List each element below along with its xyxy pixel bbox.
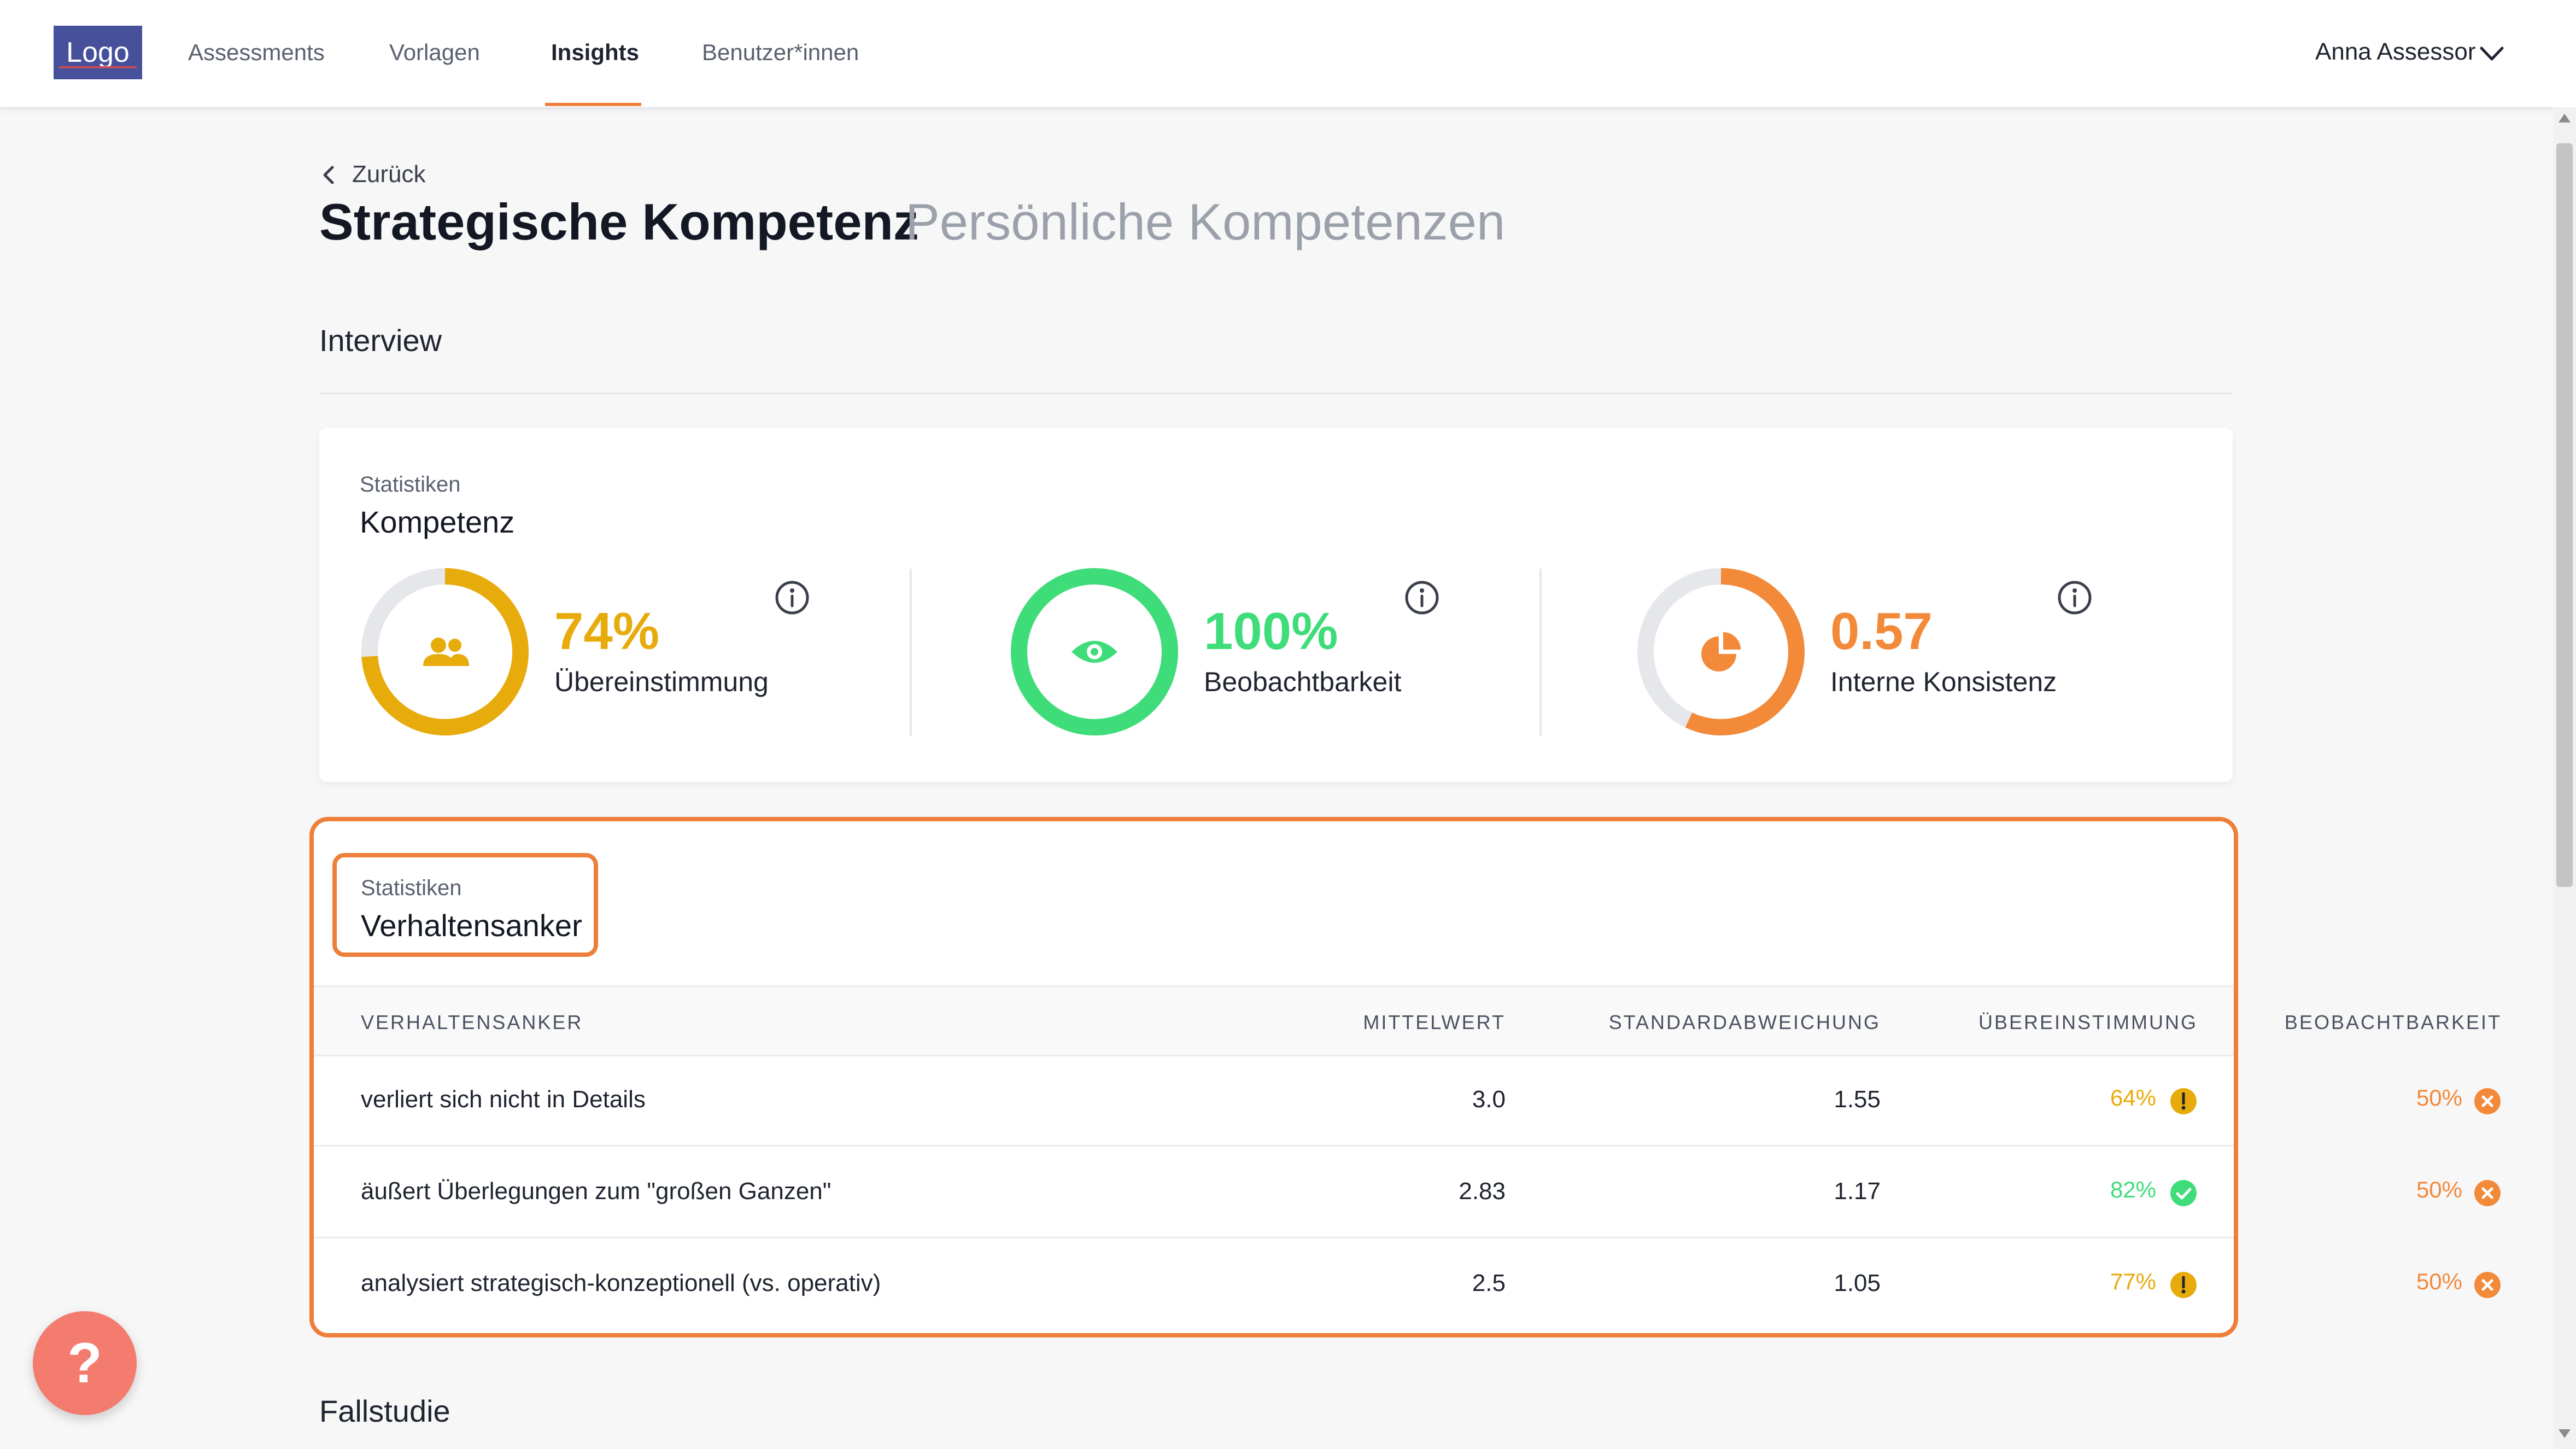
column-header-mean[interactable]: MITTELWERT [1363,1011,1506,1033]
table-row[interactable]: analysiert strategisch-konzeptionell (vs… [314,1237,2501,1329]
column-header-anchor[interactable]: VERHALTENSANKER [361,1011,583,1033]
sd-value: 1.17 [1834,1178,1881,1205]
scroll-down-arrow-icon[interactable] [2557,1428,2572,1439]
stat-divider [1539,569,1542,736]
table-row[interactable]: verliert sich nicht in Details 3.0 1.55 … [314,1053,2501,1147]
users-icon [423,638,469,666]
eye-icon [1072,641,1117,663]
card-title: Kompetenz [360,505,515,539]
observability-value: 50% [2416,1085,2462,1111]
stat-divider [910,569,912,736]
card-kicker: Statistiken [361,876,462,900]
scrollbar-thumb[interactable] [2556,143,2573,887]
table-row[interactable]: äußert Überlegungen zum "großen Ganzen" … [314,1145,2501,1238]
section-title-interview: Interview [319,323,442,358]
nav-item-insights[interactable]: Insights [551,39,640,65]
column-header-agreement[interactable]: ÜBEREINSTIMMUNG [1978,1011,2198,1033]
error-icon [2474,1088,2501,1114]
sd-value: 1.05 [1834,1270,1881,1296]
page-subtitle: Persönliche Kompetenzen [905,193,1506,250]
section-divider [319,393,2233,394]
sd-value: 1.55 [1834,1086,1881,1113]
mean-value: 2.5 [1472,1270,1506,1296]
card-title: Verhaltensanker [361,908,582,943]
scroll-up-arrow-icon[interactable] [2557,113,2572,124]
active-tab-indicator [545,103,641,106]
nav-item-assessments[interactable]: Assessments [188,39,325,65]
mean-value: 2.83 [1459,1178,1506,1205]
error-icon [2474,1272,2501,1298]
logo[interactable]: Logo [54,26,142,79]
help-button[interactable]: ? [33,1311,137,1415]
anchor-statistics-card: Statistiken Verhaltensanker VERHALTENSAN… [309,817,2501,1337]
warning-icon [2170,1272,2197,1298]
table-header: VERHALTENSANKER MITTELWERT STANDARDABWEICH… [314,985,2500,1056]
agreement-value: 74% [554,602,660,661]
chevron-left-icon[interactable] [320,164,339,186]
anchor-name: verliert sich nicht in Details [361,1086,646,1113]
info-icon[interactable] [774,580,810,616]
agreement-donut [361,568,529,735]
anchor-name: analysiert strategisch-konzeptionell (vs… [361,1270,881,1296]
page-title: Strategische Kompetenz [319,193,919,250]
observability-value: 100% [1204,602,1338,661]
nav-item-vorlagen[interactable]: Vorlagen [389,39,480,65]
agreement-value: 82% [2110,1177,2156,1202]
check-icon [2170,1180,2197,1206]
consistency-value: 0.57 [1830,602,1933,661]
user-menu-name[interactable]: Anna Assessor [2315,38,2476,65]
observability-value: 50% [2416,1269,2462,1294]
mean-value: 3.0 [1472,1086,1506,1113]
card-kicker: Statistiken [360,472,461,496]
agreement-value: 64% [2110,1085,2156,1111]
observability-label: Beobachtbarkeit [1204,667,1402,697]
info-icon[interactable] [2057,580,2093,616]
consistency-label: Interne Konsistenz [1830,667,2057,697]
observability-value: 50% [2416,1177,2462,1202]
consistency-donut [1637,568,1805,735]
pie-chart-icon [1701,632,1741,671]
warning-icon [2170,1088,2197,1114]
column-header-sd[interactable]: STANDARDABWEICHUNG [1608,1011,1881,1033]
section-title-fallstudie: Fallstudie [319,1394,450,1428]
nav-item-benutzerinnen[interactable]: Benutzer*innen [702,39,859,65]
info-icon[interactable] [1404,580,1440,616]
chevron-down-icon[interactable] [2479,43,2504,65]
error-icon [2474,1180,2501,1206]
agreement-label: Übereinstimmung [554,667,769,697]
competency-statistics-card: Statistiken Kompetenz 74% Übereinstimmun… [319,428,2233,782]
column-header-observability[interactable]: BEOBACHTBARKEIT [2284,1011,2502,1033]
top-navigation: Logo Assessments Vorlagen Insights Benut… [0,0,2576,109]
card-header-highlight [332,853,598,957]
agreement-value: 77% [2110,1269,2156,1294]
anchor-name: äußert Überlegungen zum "großen Ganzen" [361,1178,832,1205]
observability-donut [1011,568,1178,735]
back-link[interactable]: Zurück [352,161,426,188]
